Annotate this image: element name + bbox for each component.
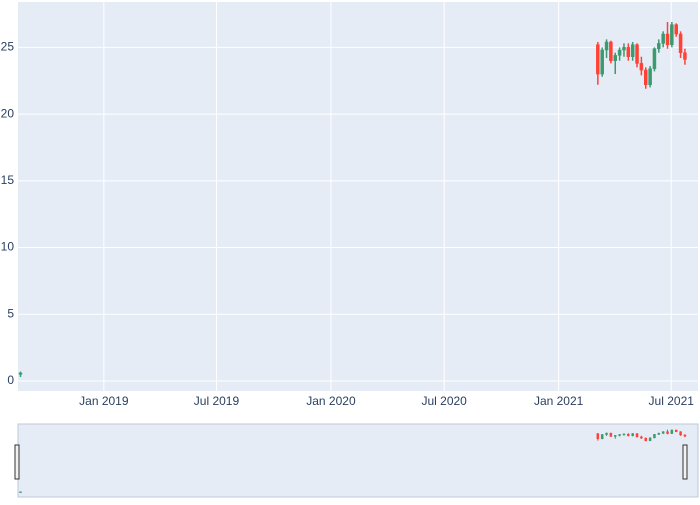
candle-body (639, 63, 644, 71)
candle-body (630, 44, 635, 57)
candle-body (657, 43, 661, 49)
candle-body (622, 47, 626, 51)
range-handle[interactable] (14, 444, 20, 480)
plot-area (18, 2, 698, 391)
candle-body (618, 434, 621, 436)
candle-body (622, 433, 626, 436)
candle-body (605, 432, 608, 435)
candle-body (666, 431, 669, 434)
candle-body (609, 41, 613, 61)
candle-body (643, 69, 648, 85)
candle-body (19, 491, 22, 493)
candle-body (626, 47, 631, 57)
candle-body (640, 436, 643, 439)
candle-body (683, 52, 687, 60)
candle-body (600, 49, 604, 75)
candle-body (614, 435, 617, 437)
candle-body (653, 434, 656, 439)
range-handle[interactable] (682, 444, 688, 480)
y-tick-label: 20 (1, 106, 15, 120)
y-tick-label: 15 (1, 173, 15, 187)
candle-body (627, 433, 630, 436)
candle-body (665, 33, 670, 45)
candle-body (596, 433, 600, 440)
candle-body (674, 24, 678, 35)
candle-body (648, 68, 652, 85)
candle-body (635, 44, 639, 64)
range-slider[interactable] (17, 423, 699, 498)
candle-body (678, 33, 683, 53)
candle-body (674, 429, 678, 432)
candle-body (600, 434, 604, 440)
candle-body (644, 437, 647, 441)
candle-body (648, 437, 652, 441)
candle-body (596, 44, 600, 75)
candle-body (617, 49, 622, 56)
candle-body (670, 24, 674, 45)
candle-body (652, 48, 657, 69)
candle-body (609, 432, 613, 437)
candle-body (679, 431, 682, 436)
candle-body (613, 55, 618, 61)
x-tick-label: Jul 2021 (649, 394, 695, 408)
candle-body (635, 433, 639, 438)
candle-body (657, 433, 661, 435)
x-tick-label: Jan 2020 (306, 394, 356, 408)
y-tick-label: 25 (1, 40, 15, 54)
candle-body (18, 372, 23, 375)
candle-body (661, 33, 665, 44)
y-tick-label: 5 (7, 306, 14, 320)
candle-body (604, 41, 609, 51)
x-tick-label: Jul 2020 (421, 394, 467, 408)
y-tick-label: 10 (1, 240, 15, 254)
x-tick-label: Jan 2021 (534, 394, 584, 408)
x-tick-label: Jul 2019 (194, 394, 240, 408)
y-tick-label: 0 (7, 373, 14, 387)
candle-body (631, 433, 634, 436)
x-tick-label: Jan 2019 (79, 394, 129, 408)
candle-body (661, 431, 665, 434)
candle-body (683, 434, 687, 437)
candle-body (670, 429, 674, 434)
